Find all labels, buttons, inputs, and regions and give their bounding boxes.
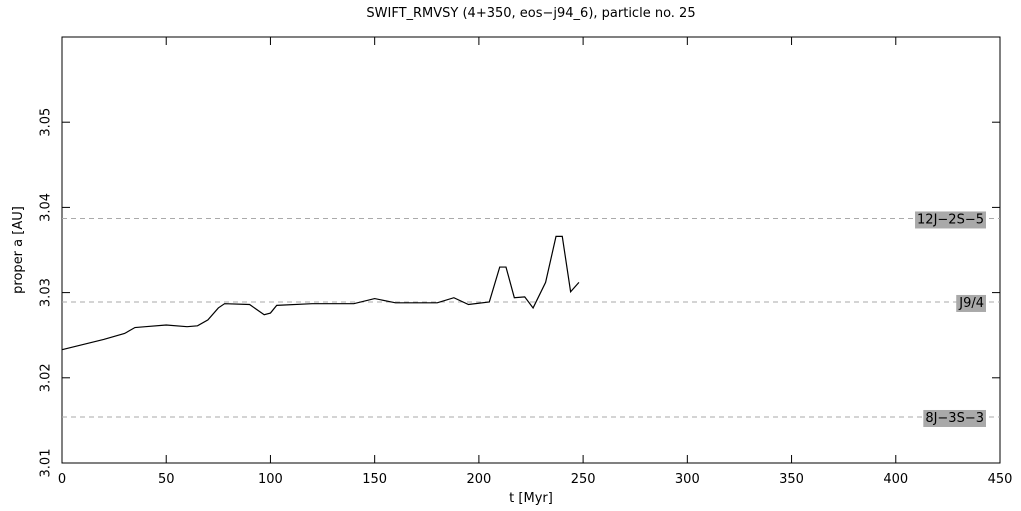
y-tick-label: 3.02: [39, 363, 54, 392]
x-tick-label: 450: [988, 472, 1013, 487]
x-tick-label: 400: [883, 472, 908, 487]
x-tick-label: 250: [571, 472, 596, 487]
resonance-label: 8J−3S−3: [925, 411, 984, 426]
resonance-label: 12J−2S−5: [917, 212, 984, 227]
y-axis-label: proper a [AU]: [11, 206, 26, 294]
y-tick-label: 3.04: [39, 193, 54, 222]
x-tick-label: 300: [675, 472, 700, 487]
x-tick-label: 100: [258, 472, 283, 487]
y-tick-label: 3.01: [39, 449, 54, 478]
resonance-label-bg: [923, 409, 986, 427]
x-tick-label: 350: [779, 472, 804, 487]
plot-frame: [61, 36, 1001, 464]
x-axis-label: t [Myr]: [509, 491, 553, 506]
resonance-label: J9/4: [958, 296, 984, 311]
x-tick-label: 150: [362, 472, 387, 487]
x-tick-label: 0: [58, 472, 66, 487]
resonance-label-bg: [956, 294, 986, 312]
data-line: [61, 235, 580, 351]
resonance-label-bg: [915, 211, 986, 229]
chart-title: SWIFT_RMVSY (4+350, eos−j94_6), particle…: [366, 6, 695, 21]
y-tick-label: 3.03: [39, 278, 54, 307]
x-tick-label: 50: [158, 472, 175, 487]
y-tick-label: 3.05: [39, 108, 54, 137]
x-tick-label: 200: [466, 472, 491, 487]
